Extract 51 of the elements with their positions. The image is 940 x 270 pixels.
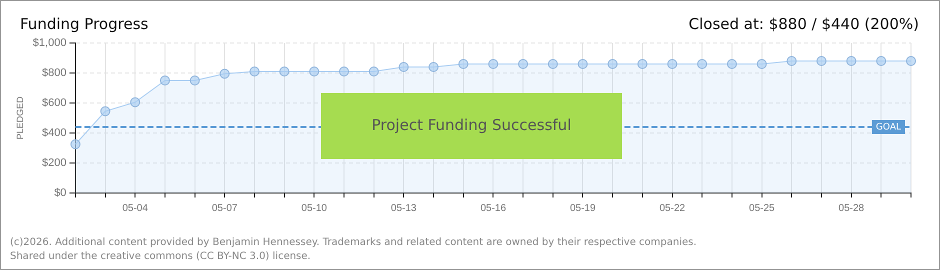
point — [608, 59, 618, 69]
x-tick-label: 05-22 — [659, 202, 686, 214]
ref-line-label: GOAL — [876, 122, 902, 132]
x-tick-label: 05-19 — [570, 202, 596, 214]
point — [428, 62, 439, 72]
y-tick-label: $800 — [42, 67, 66, 80]
point — [488, 59, 498, 69]
y-tick-label: $0 — [54, 187, 66, 200]
point — [697, 59, 708, 69]
point — [100, 106, 110, 116]
point — [578, 59, 588, 69]
annotation: Project Funding Successful — [370, 116, 572, 134]
y-tick-label: $200 — [42, 157, 66, 170]
point — [756, 59, 767, 69]
point — [309, 66, 320, 76]
y-tick-label: $400 — [42, 127, 66, 140]
point — [368, 66, 379, 76]
point — [846, 56, 856, 66]
point — [279, 66, 290, 76]
x-tick-label: 05-25 — [749, 202, 776, 214]
x-tick-label: 05-13 — [390, 202, 417, 214]
x-tick-label: 05-16 — [480, 202, 506, 214]
point — [458, 59, 468, 69]
x-tick-label: 05-28 — [838, 202, 865, 214]
point — [906, 56, 916, 66]
text: (c)2026. Additional content provided by Benjamin Hennessey. Trademarks and related content are owned by their respective companies. — [10, 237, 697, 248]
x-tick-label: 05-04 — [122, 202, 148, 214]
point — [786, 56, 797, 66]
point — [398, 62, 409, 72]
y-axis-title: PLEDGED — [14, 96, 25, 140]
point — [518, 59, 528, 69]
point — [160, 76, 170, 86]
point — [548, 59, 558, 69]
y-tick-label: $1,000 — [32, 37, 66, 50]
point — [249, 66, 260, 76]
point — [70, 139, 80, 150]
point — [190, 76, 200, 86]
text: Shared under the creative commons (CC BY-NC 3.0) license. — [10, 251, 311, 262]
point — [339, 66, 350, 76]
point — [726, 59, 737, 69]
point — [637, 59, 648, 69]
point — [816, 56, 826, 66]
chart-subtitle: Closed at: $880 / $440 (200%) — [688, 15, 919, 33]
point — [876, 56, 886, 66]
chart-title: Funding Progress — [20, 15, 148, 33]
point — [220, 68, 230, 79]
point — [667, 59, 678, 69]
y-tick-label: $600 — [42, 97, 66, 110]
point — [130, 97, 140, 108]
x-tick-label: 05-07 — [212, 202, 238, 214]
x-tick-label: 05-10 — [301, 202, 328, 214]
